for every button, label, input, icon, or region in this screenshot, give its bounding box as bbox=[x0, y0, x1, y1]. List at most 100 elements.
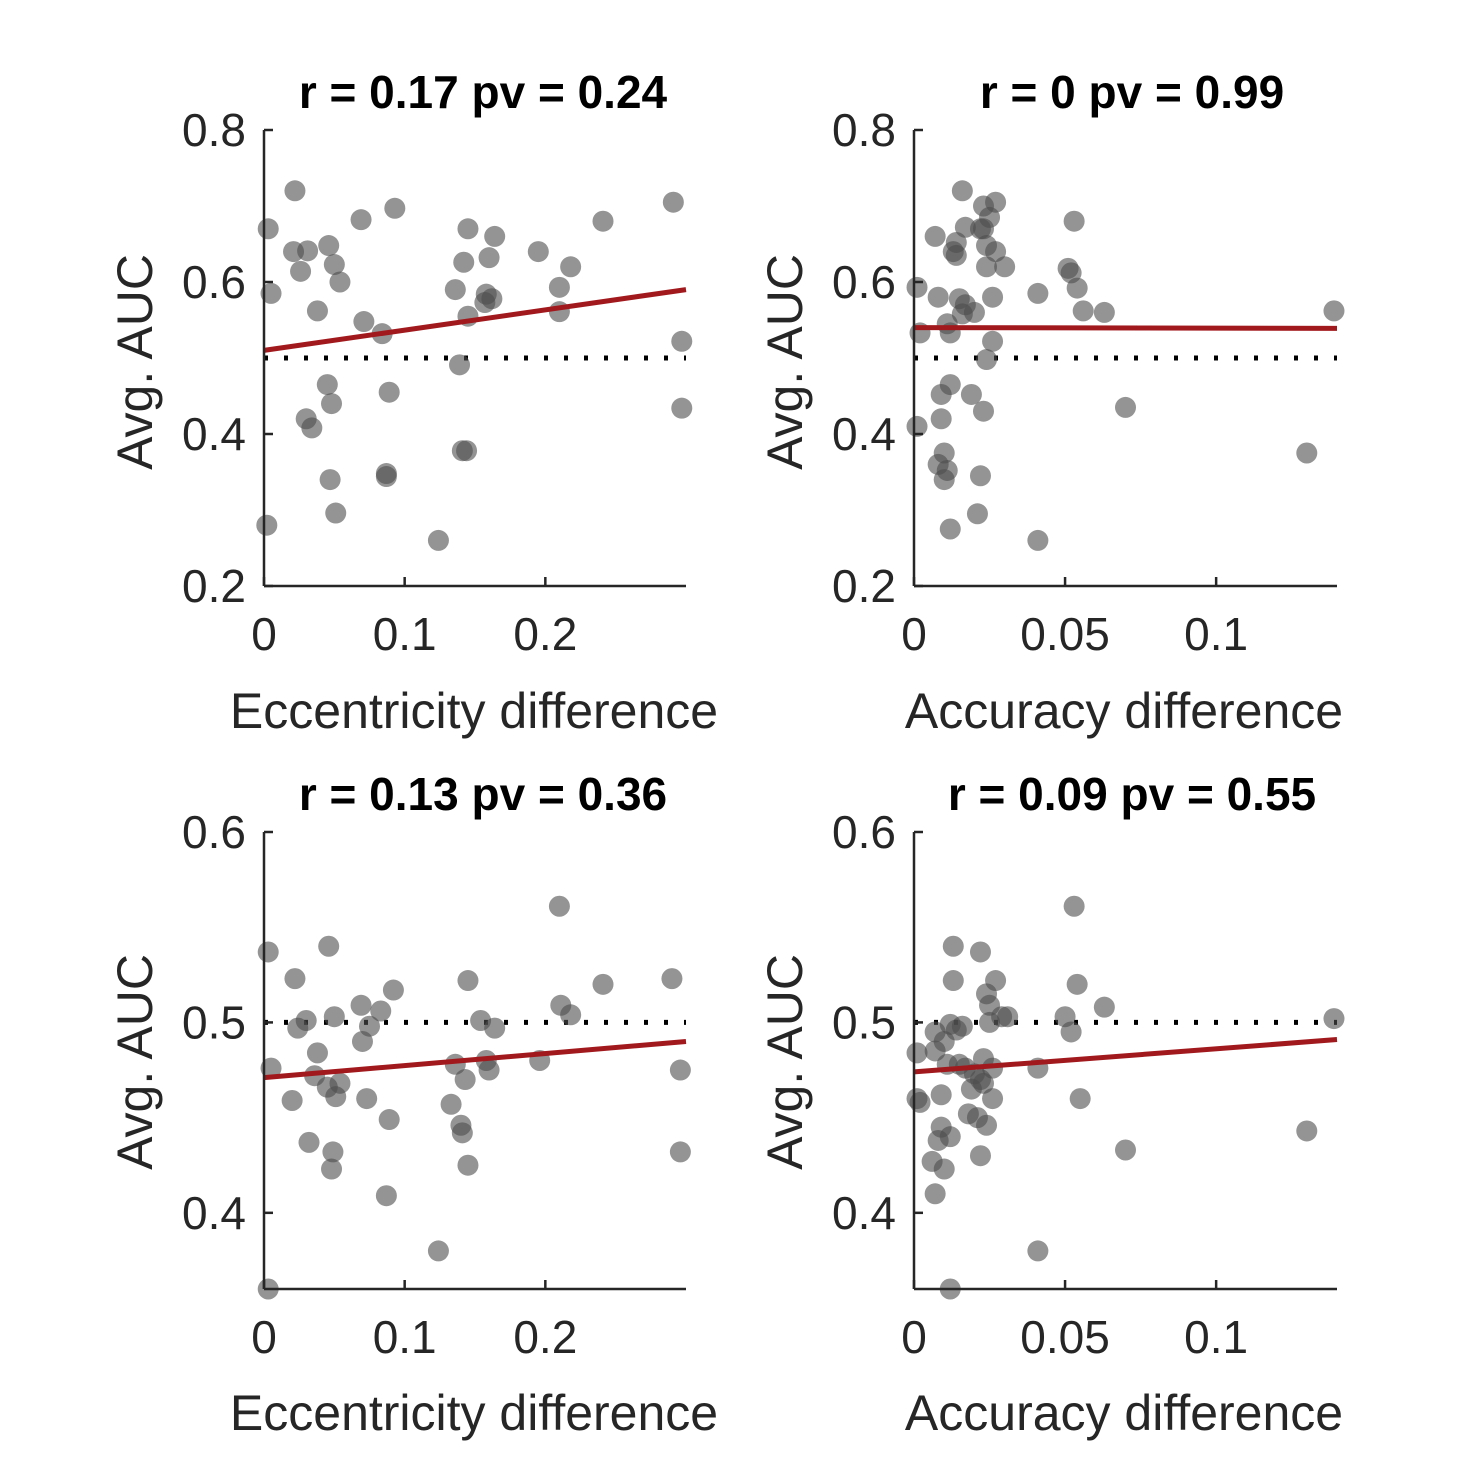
data-point bbox=[370, 1000, 392, 1022]
data-point bbox=[972, 400, 994, 422]
data-point bbox=[350, 209, 372, 231]
data-point bbox=[257, 941, 279, 963]
data-point bbox=[451, 1122, 473, 1144]
x-tick-label: 0.1 bbox=[1184, 608, 1248, 660]
data-point bbox=[318, 935, 340, 957]
data-point bbox=[257, 218, 279, 240]
data-point bbox=[449, 354, 471, 376]
data-point bbox=[457, 1154, 479, 1176]
data-point bbox=[954, 216, 976, 238]
data-point bbox=[427, 529, 449, 551]
x-tick-label: 0.2 bbox=[513, 1311, 577, 1363]
data-point bbox=[453, 251, 475, 273]
y-tick-label: 0.8 bbox=[832, 104, 896, 156]
data-point bbox=[316, 374, 338, 396]
data-point bbox=[1115, 1139, 1136, 1161]
data-point bbox=[960, 383, 982, 405]
y-axis-label: Avg. AUC bbox=[757, 954, 813, 1170]
data-point bbox=[930, 1084, 952, 1106]
data-point bbox=[306, 1042, 328, 1064]
data-point bbox=[671, 397, 693, 419]
y-tick-label: 0.2 bbox=[182, 560, 246, 612]
data-point bbox=[281, 1089, 303, 1111]
data-point bbox=[939, 518, 961, 540]
data-point bbox=[1066, 277, 1088, 299]
y-tick-label: 0.2 bbox=[832, 560, 896, 612]
data-point bbox=[284, 180, 306, 202]
data-point bbox=[457, 218, 479, 240]
data-point bbox=[951, 180, 973, 202]
data-point bbox=[933, 1158, 955, 1180]
y-tick-label: 0.8 bbox=[182, 104, 246, 156]
data-point bbox=[951, 1015, 973, 1037]
x-tick-label: 0.2 bbox=[513, 608, 577, 660]
x-axis-label: Accuracy difference bbox=[905, 1385, 1343, 1441]
x-tick-label: 0.05 bbox=[1020, 1311, 1110, 1363]
x-tick-label: 0.1 bbox=[373, 1311, 437, 1363]
panel-title: r = 0.13 pv = 0.36 bbox=[299, 768, 667, 820]
data-point bbox=[942, 970, 964, 992]
data-point bbox=[976, 349, 998, 371]
y-tick-label: 0.6 bbox=[832, 256, 896, 308]
y-tick-label: 0.4 bbox=[182, 408, 246, 460]
data-point bbox=[451, 440, 473, 462]
data-point bbox=[1027, 282, 1049, 304]
data-point bbox=[592, 210, 614, 232]
data-point bbox=[985, 970, 1007, 992]
y-axis-label: Avg. AUC bbox=[757, 254, 813, 470]
x-tick-label: 0.1 bbox=[1184, 1311, 1248, 1363]
data-point bbox=[548, 276, 570, 298]
data-point bbox=[1093, 996, 1115, 1018]
y-tick-label: 0.5 bbox=[832, 996, 896, 1048]
data-point bbox=[478, 247, 500, 269]
data-point bbox=[329, 271, 351, 293]
data-point bbox=[260, 282, 282, 304]
data-point bbox=[484, 225, 506, 247]
data-point bbox=[1072, 300, 1094, 322]
data-point bbox=[256, 514, 278, 536]
x-axis-label: Eccentricity difference bbox=[230, 1385, 718, 1441]
data-point bbox=[930, 383, 952, 405]
x-tick-label: 0 bbox=[251, 608, 277, 660]
data-point bbox=[661, 968, 683, 990]
panel-accuracy-top: r = 0 pv = 0.99 Accuracy difference Avg.… bbox=[757, 66, 1345, 739]
data-point bbox=[323, 1006, 345, 1028]
data-point bbox=[295, 1010, 317, 1032]
data-point bbox=[976, 1114, 998, 1136]
y-tick-label: 0.4 bbox=[182, 1187, 246, 1239]
data-point bbox=[669, 1059, 691, 1081]
data-point bbox=[1323, 1008, 1345, 1030]
data-point bbox=[323, 254, 345, 276]
data-point bbox=[982, 1088, 1004, 1110]
data-point bbox=[325, 502, 347, 524]
data-point bbox=[444, 279, 466, 301]
data-point bbox=[353, 311, 375, 333]
data-point bbox=[284, 968, 306, 990]
y-tick-label: 0.6 bbox=[182, 256, 246, 308]
data-point bbox=[322, 1141, 344, 1163]
x-axis-label: Eccentricity difference bbox=[230, 683, 718, 739]
data-point bbox=[474, 292, 496, 314]
data-point bbox=[669, 1141, 691, 1163]
data-point bbox=[909, 1091, 931, 1113]
fit-line bbox=[263, 1038, 687, 1081]
data-point bbox=[359, 1015, 380, 1037]
data-point bbox=[1027, 1240, 1049, 1262]
data-point bbox=[982, 330, 1004, 352]
fit-line bbox=[913, 1037, 1338, 1075]
data-point bbox=[301, 417, 323, 439]
data-point bbox=[484, 1017, 506, 1039]
y-tick-label: 0.4 bbox=[832, 408, 896, 460]
data-point bbox=[298, 1131, 320, 1153]
x-tick-label: 0.1 bbox=[373, 608, 437, 660]
data-point bbox=[1093, 301, 1115, 323]
data-point bbox=[260, 1057, 282, 1079]
data-point bbox=[1027, 529, 1049, 551]
data-point bbox=[325, 1086, 347, 1108]
y-tick-label: 0.6 bbox=[832, 806, 896, 858]
data-point bbox=[318, 235, 340, 257]
data-point bbox=[942, 935, 964, 957]
data-point bbox=[548, 895, 570, 917]
data-point bbox=[930, 408, 952, 430]
panel-title: r = 0 pv = 0.99 bbox=[980, 66, 1284, 118]
